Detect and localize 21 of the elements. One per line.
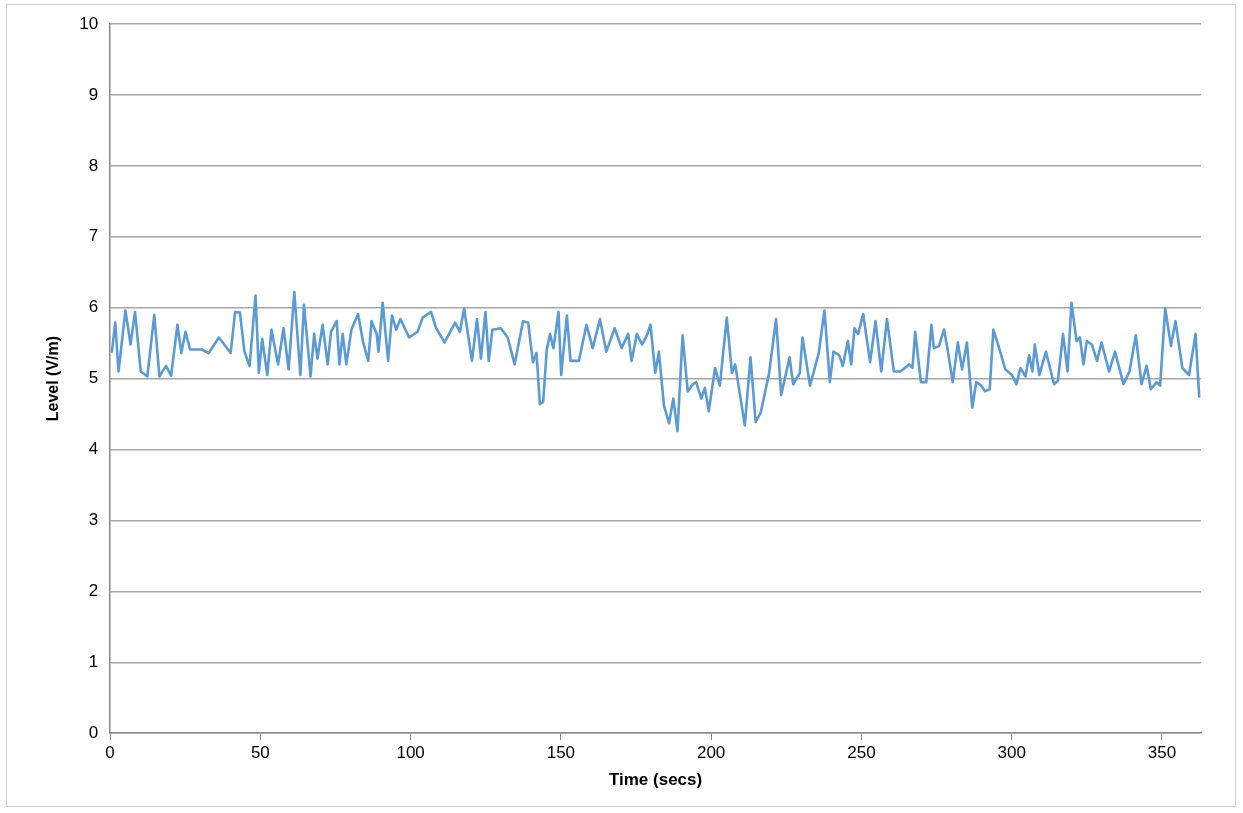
- x-tick-label: 100: [396, 743, 425, 763]
- y-tick-label: 7: [88, 226, 99, 246]
- x-tick-label: 250: [847, 743, 876, 763]
- x-tick-label: 300: [997, 743, 1026, 763]
- y-tick-label: 1: [88, 651, 99, 671]
- x-tick-label: 150: [546, 743, 576, 763]
- y-tick-label: 3: [88, 510, 99, 530]
- y-tick-label: 0: [88, 722, 99, 742]
- y-axis-title: Level (V/m): [44, 335, 62, 422]
- x-axis-title: Time (secs): [608, 770, 703, 790]
- y-tick-label: 9: [88, 84, 99, 104]
- x-tick-label: 350: [1147, 743, 1177, 763]
- y-tick-label: 6: [88, 297, 99, 317]
- y-tick-label: 8: [88, 155, 99, 175]
- y-tick-label: 5: [88, 368, 99, 388]
- y-tick-label: 4: [88, 439, 99, 459]
- x-tick-label: 200: [696, 743, 726, 763]
- x-tick-label: 0: [105, 743, 115, 763]
- x-tick-label: 50: [250, 743, 270, 763]
- y-tick-label: 2: [88, 581, 99, 601]
- y-tick-label: 10: [79, 13, 99, 33]
